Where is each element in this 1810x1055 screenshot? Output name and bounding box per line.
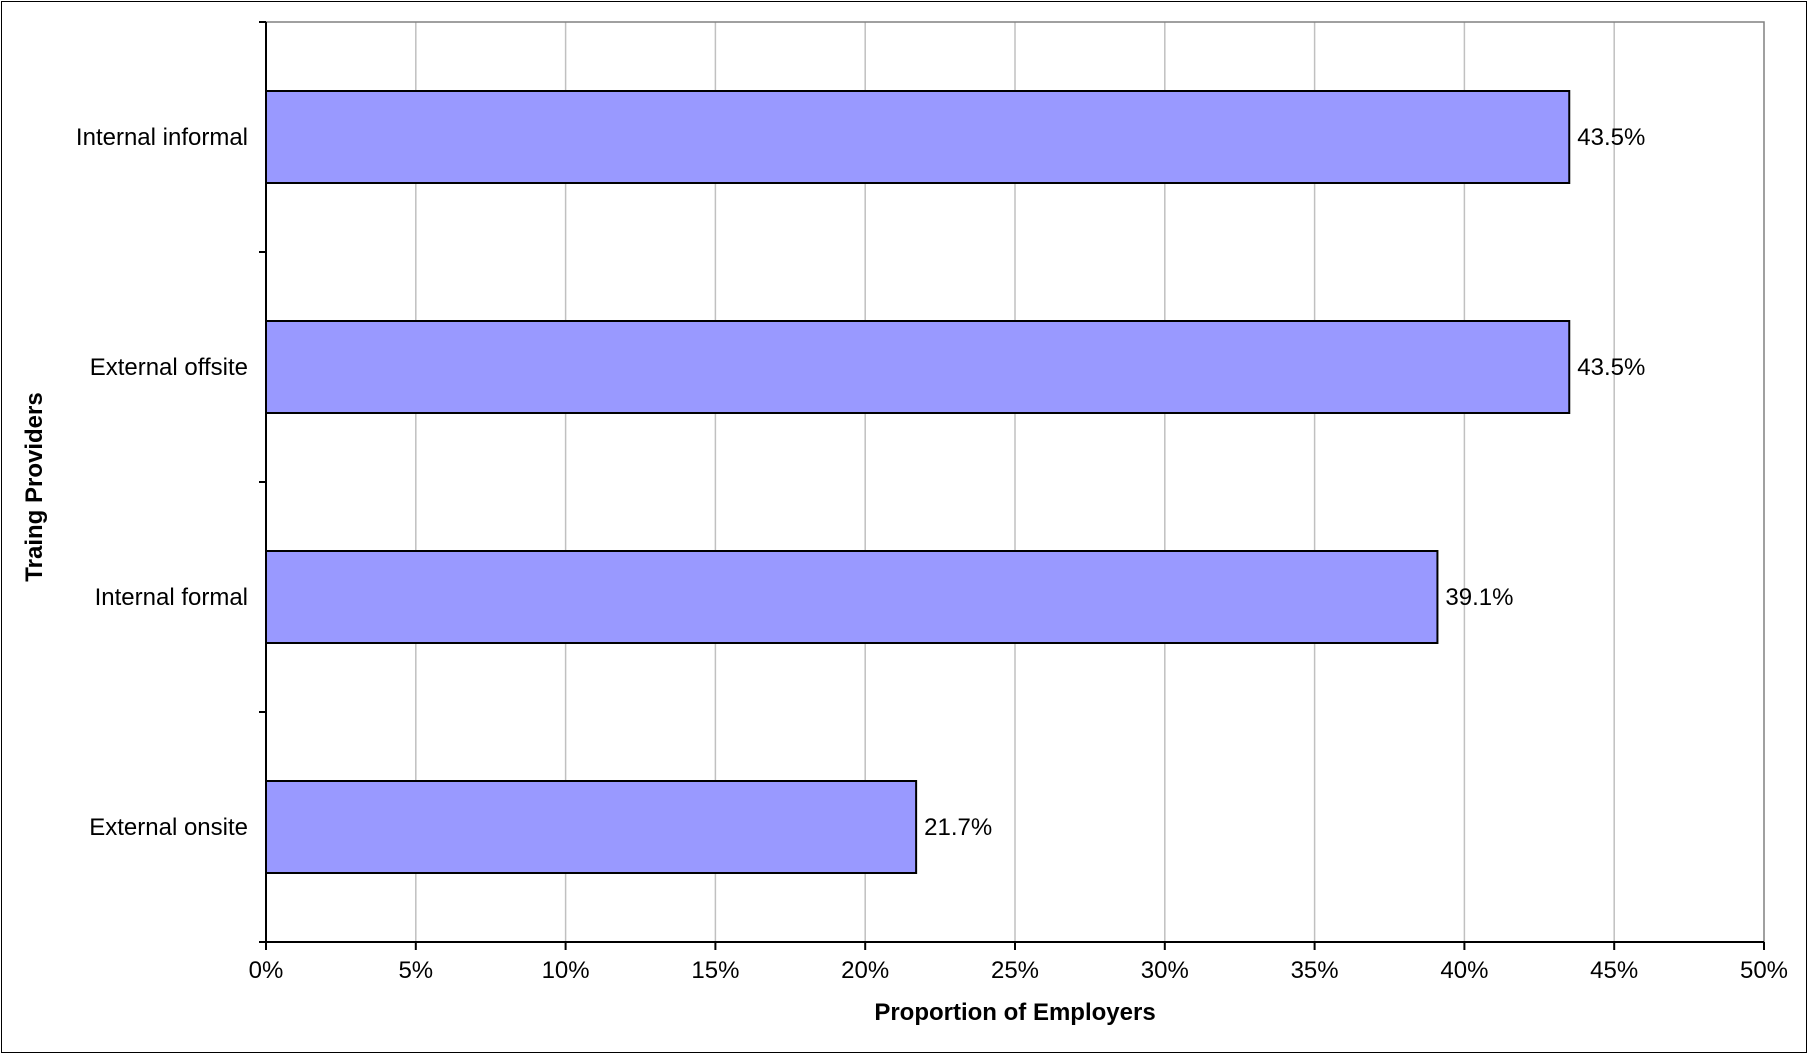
category-label: Internal informal	[76, 124, 248, 151]
x-tick-label: 20%	[841, 957, 889, 984]
x-axis-title: Proportion of Employers	[874, 999, 1155, 1026]
bars	[265, 90, 1571, 874]
category-label: External offsite	[90, 354, 248, 381]
x-tick-label: 50%	[1740, 957, 1788, 984]
x-tick-labels: 0% 5% 10% 15% 20% 25% 30% 35% 40% 45% 50%	[249, 957, 1788, 984]
data-label: 21.7%	[924, 814, 992, 841]
bar-external-offsite	[265, 320, 1571, 414]
x-tick-label: 40%	[1440, 957, 1488, 984]
y-axis-title: Traing Providers	[21, 392, 48, 581]
bar-internal-formal	[265, 550, 1439, 644]
bar-internal-informal	[265, 90, 1571, 184]
x-tick-label: 35%	[1291, 957, 1339, 984]
axes	[259, 21, 1765, 950]
data-label: 43.5%	[1577, 354, 1645, 381]
category-label: External onsite	[89, 814, 248, 841]
bar-external-onsite	[265, 780, 918, 874]
x-tick-label: 25%	[991, 957, 1039, 984]
x-tick-label: 30%	[1141, 957, 1189, 984]
x-tick-label: 5%	[398, 957, 433, 984]
data-label: 43.5%	[1577, 124, 1645, 151]
x-tick-label: 10%	[542, 957, 590, 984]
category-labels: Internal informal External offsite Interna…	[76, 124, 248, 841]
category-label: Internal formal	[95, 584, 248, 611]
data-label: 39.1%	[1445, 584, 1513, 611]
x-tick-label: 45%	[1590, 957, 1638, 984]
x-tick-label: 0%	[249, 957, 284, 984]
x-tick-label: 15%	[691, 957, 739, 984]
data-labels: 43.5% 43.5% 39.1% 21.7%	[924, 124, 1645, 841]
